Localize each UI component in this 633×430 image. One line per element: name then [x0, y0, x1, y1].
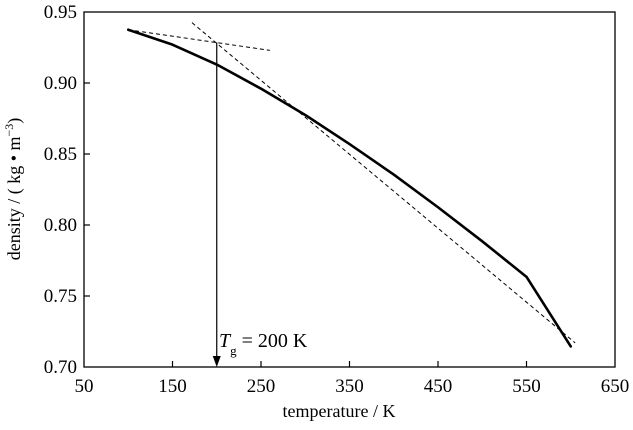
y-tick-label: 0.70: [44, 357, 77, 378]
x-tick-label: 150: [158, 376, 187, 397]
ticks-layer: 50 150 250 350 450 550 650 0.70 0.75 0.80 0.85 0.90…: [44, 2, 630, 397]
tangent-line: [192, 23, 575, 343]
y-axis-title-exponent: −3: [2, 124, 16, 137]
x-tick-label: 50: [75, 376, 94, 397]
y-tick-label: 0.90: [44, 73, 77, 94]
tg-arrow-head: [213, 356, 221, 367]
tg-annotation: Tg = 200 K: [219, 330, 308, 358]
tangent-line: [128, 30, 270, 51]
plot-frame: [84, 12, 615, 367]
tg-value: = 200 K: [237, 330, 308, 352]
y-tick-label: 0.80: [44, 215, 77, 236]
density-curve: [128, 30, 571, 347]
x-tick-label: 350: [335, 376, 364, 397]
y-axis-title-main: density / ( kg • m: [4, 136, 25, 260]
x-tick-label: 250: [247, 376, 276, 397]
y-axis-title: density / ( kg • m−3): [2, 118, 25, 261]
series-layer: [128, 23, 575, 347]
y-tick-label: 0.85: [44, 144, 77, 165]
x-tick-label: 550: [512, 376, 541, 397]
x-tick-label: 450: [424, 376, 453, 397]
y-axis-title-end: ): [4, 118, 25, 124]
y-tick-label: 0.95: [44, 2, 77, 23]
x-axis-title: temperature / K: [283, 401, 396, 421]
x-tick-label: 650: [601, 376, 630, 397]
y-tick-label: 0.75: [44, 286, 77, 307]
annotation-layer: [213, 43, 221, 367]
